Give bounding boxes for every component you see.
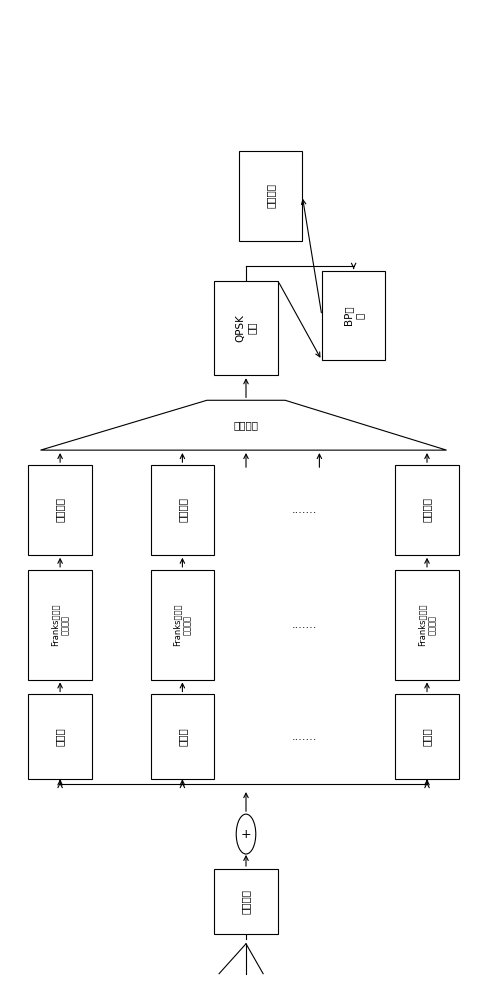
Bar (151, 694, 214, 779)
Text: 数模转换: 数模转换 (241, 889, 251, 914)
Text: BP译
码: BP译 码 (343, 306, 365, 325)
Bar (395, 465, 459, 555)
Bar (239, 151, 302, 241)
Bar (29, 570, 92, 680)
Bar (322, 271, 385, 360)
Text: QPSK
解调: QPSK 解调 (235, 314, 257, 342)
Bar (151, 465, 214, 555)
Text: Franks脉冲成
形滤波器: Franks脉冲成 形滤波器 (173, 603, 192, 646)
Bar (214, 869, 278, 934)
Text: +: + (241, 828, 251, 841)
Bar (214, 281, 278, 375)
Bar (395, 570, 459, 680)
Text: 下变频: 下变频 (422, 727, 432, 746)
Bar (151, 570, 214, 680)
Text: 下变频: 下变频 (55, 727, 65, 746)
Bar (29, 465, 92, 555)
Text: 下变频: 下变频 (178, 727, 187, 746)
Text: 性能对比: 性能对比 (266, 183, 276, 208)
Text: 并串转换: 并串转换 (234, 420, 258, 430)
Text: .......: ....... (292, 620, 317, 630)
Polygon shape (40, 400, 447, 450)
Text: .......: ....... (292, 505, 317, 515)
Text: 向下采样: 向下采样 (55, 497, 65, 522)
Text: Franks脉冲成
形滤波器: Franks脉冲成 形滤波器 (50, 603, 70, 646)
Text: Franks脉冲成
形滤波器: Franks脉冲成 形滤波器 (417, 603, 437, 646)
Circle shape (236, 814, 256, 854)
Text: .......: ....... (292, 732, 317, 742)
Text: 向下采样: 向下采样 (178, 497, 187, 522)
Bar (395, 694, 459, 779)
Bar (29, 694, 92, 779)
Text: 向下采样: 向下采样 (422, 497, 432, 522)
